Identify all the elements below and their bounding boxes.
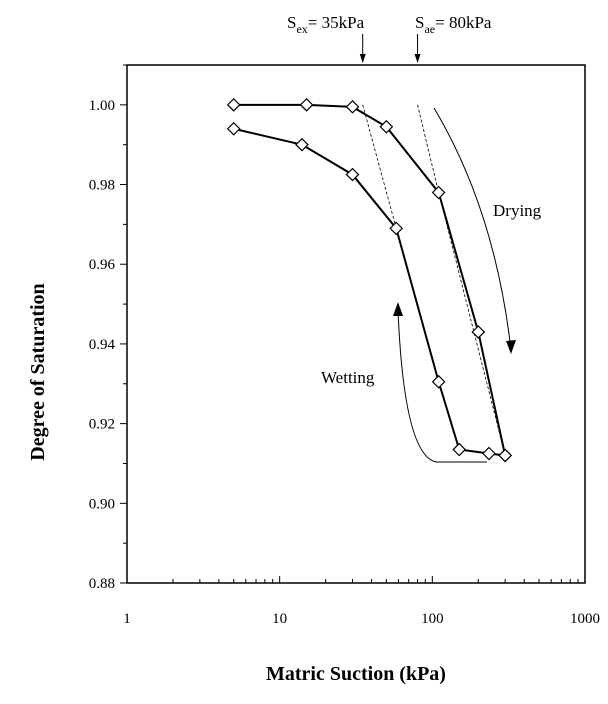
- wetting-point: [228, 123, 240, 135]
- sae-arrow-head: [415, 54, 421, 63]
- wetting-point: [483, 448, 495, 460]
- wetting-point: [453, 444, 465, 456]
- axis-ticks: [120, 65, 585, 583]
- drying-point: [472, 326, 484, 338]
- x-axis-title: Matric Suction (kPa): [266, 663, 446, 685]
- drying-arrow-head: [506, 340, 516, 354]
- wetting-point: [499, 449, 511, 461]
- x-tick-label: 10: [272, 611, 287, 627]
- y-tick-label: 0.98: [89, 178, 115, 194]
- sex-arrow-head: [360, 54, 366, 63]
- series-markers: [228, 99, 511, 462]
- drying-point: [301, 99, 313, 111]
- x-tick-label: 100: [421, 611, 444, 627]
- axis-tick-labels: 1 10 100 1000 0.88 0.90 0.92 0.94 0.96 0.98 1.00: [89, 98, 600, 627]
- wetting-arrow-head: [393, 302, 403, 316]
- y-tick-label: 0.96: [89, 257, 116, 273]
- sex-value: = 35kPa: [308, 13, 365, 32]
- sex-subscript: ex: [296, 22, 307, 36]
- y-tick-label: 1.00: [89, 98, 115, 114]
- wetting-label: Wetting: [321, 368, 375, 387]
- wetting-line: [234, 129, 505, 456]
- y-axis-title: Degree of Saturation: [27, 283, 49, 460]
- x-tick-label: 1000: [570, 611, 600, 627]
- y-tick-label: 0.92: [89, 417, 115, 433]
- wetting-point: [433, 376, 445, 388]
- plot-frame: [127, 65, 585, 583]
- series-lines: [234, 105, 505, 456]
- sae-subscript: ae: [424, 22, 435, 36]
- sae-label: S: [415, 13, 424, 32]
- drying-point: [347, 101, 359, 113]
- sae-annotation: Sae= 80kPa: [415, 13, 492, 36]
- tangent-guides: [360, 34, 505, 455]
- y-tick-label: 0.90: [89, 496, 115, 512]
- y-tick-label: 0.88: [89, 576, 115, 592]
- y-tick-label: 0.94: [89, 337, 116, 353]
- x-tick-label: 1: [123, 611, 131, 627]
- sae-value: = 80kPa: [435, 13, 492, 32]
- sex-label: S: [287, 13, 296, 32]
- drying-point: [228, 99, 240, 111]
- wetting-point: [296, 139, 308, 151]
- drying-line: [234, 105, 505, 456]
- sex-annotation: Sex= 35kPa: [287, 13, 365, 36]
- drying-label: Drying: [493, 201, 542, 220]
